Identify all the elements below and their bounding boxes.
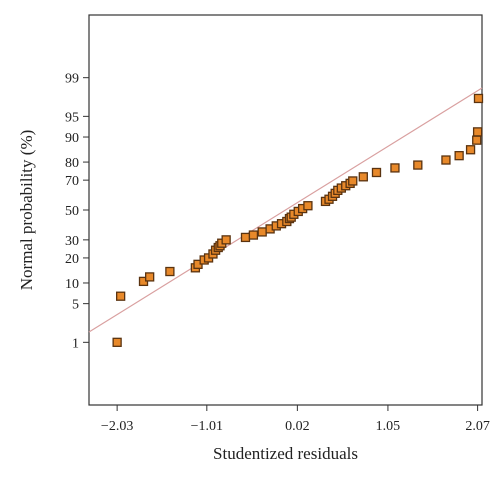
data-point	[465, 145, 476, 155]
data-point	[165, 266, 175, 277]
data-point	[358, 172, 368, 182]
x-tick-label: 1.05	[376, 419, 401, 434]
y-tick-label: 5	[72, 298, 79, 313]
data-point	[112, 337, 122, 347]
y-tick-label: 90	[65, 131, 79, 146]
data-point	[454, 151, 464, 161]
data-point	[145, 272, 155, 282]
data-point	[348, 176, 358, 186]
y-axis-title: Normal probability (%)	[17, 130, 36, 291]
data-point	[221, 235, 231, 245]
y-tick-label: 50	[65, 204, 79, 219]
y-tick-label: 95	[65, 110, 79, 125]
data-point	[473, 93, 484, 104]
data-point	[303, 201, 313, 211]
data-point	[441, 155, 451, 165]
y-tick-label: 99	[65, 72, 79, 87]
data-point	[472, 135, 482, 145]
data-point	[240, 232, 251, 243]
x-axis-title: Studentized residuals	[213, 444, 358, 463]
x-tick-label: 2.07	[465, 419, 490, 434]
x-tick-label: −2.03	[101, 419, 133, 434]
data-point	[371, 167, 382, 178]
y-tick-label: 70	[65, 174, 79, 189]
y-tick-label: 20	[65, 252, 79, 267]
data-point	[472, 127, 483, 137]
reference-line	[88, 87, 483, 333]
y-tick-label: 1	[72, 336, 79, 351]
y-tick-label: 80	[65, 156, 79, 171]
y-tick-label: 30	[65, 234, 79, 249]
data-point	[116, 291, 126, 301]
x-tick-label: 0.02	[285, 419, 310, 434]
data-point	[413, 160, 423, 170]
data-point	[257, 227, 267, 237]
y-tick-label: 10	[65, 277, 79, 292]
x-tick-label: −1.01	[191, 419, 223, 434]
data-point	[248, 230, 259, 240]
data-point	[390, 163, 400, 173]
